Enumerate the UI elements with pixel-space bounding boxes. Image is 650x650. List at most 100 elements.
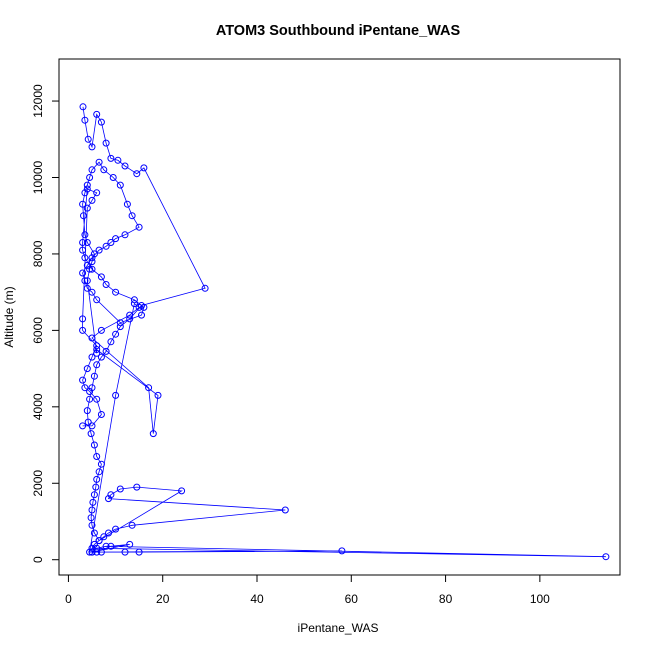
data-point bbox=[97, 353, 105, 361]
data-point bbox=[93, 296, 101, 304]
data-point bbox=[79, 326, 87, 334]
data-point bbox=[130, 300, 138, 308]
data-point bbox=[97, 273, 105, 281]
data-point bbox=[88, 258, 96, 266]
data-point bbox=[128, 521, 136, 529]
data-point bbox=[79, 103, 87, 111]
x-tick-label: 60 bbox=[345, 592, 359, 606]
data-point bbox=[79, 376, 87, 384]
data-point bbox=[86, 265, 94, 273]
data-point bbox=[107, 338, 115, 346]
y-axis-label: Altitude (m) bbox=[2, 286, 16, 347]
data-point bbox=[93, 349, 101, 357]
data-point bbox=[105, 495, 112, 503]
data-point bbox=[114, 156, 122, 164]
data-point bbox=[93, 346, 101, 353]
data-point bbox=[90, 372, 98, 380]
data-point bbox=[83, 261, 91, 269]
data-point bbox=[112, 288, 120, 296]
x-tick-label: 100 bbox=[530, 592, 550, 606]
data-point bbox=[105, 529, 112, 537]
data-point bbox=[281, 506, 289, 514]
data-point bbox=[83, 277, 91, 285]
data-point bbox=[84, 135, 92, 143]
data-point bbox=[135, 548, 143, 556]
chart-title: ATOM3 Southbound iPentane_WAS bbox=[216, 23, 461, 39]
data-point bbox=[95, 468, 103, 476]
data-point bbox=[79, 200, 87, 208]
data-point bbox=[140, 303, 148, 311]
data-point bbox=[93, 189, 101, 197]
data-point bbox=[97, 460, 105, 468]
data-point bbox=[93, 544, 101, 552]
data-point bbox=[128, 212, 136, 220]
data-points-group bbox=[79, 103, 610, 561]
y-tick-label: 6000 bbox=[31, 317, 45, 344]
data-point bbox=[93, 475, 101, 483]
data-point bbox=[88, 196, 96, 204]
y-tick-label: 12000 bbox=[31, 84, 45, 118]
x-axis: 0 20 40 60 80 100 bbox=[65, 574, 550, 606]
data-point bbox=[102, 242, 110, 250]
data-point bbox=[130, 296, 138, 304]
data-point bbox=[102, 139, 110, 147]
data-point bbox=[81, 254, 89, 262]
y-tick-label: 2000 bbox=[31, 470, 45, 497]
data-point bbox=[135, 303, 143, 311]
data-point bbox=[87, 430, 95, 438]
data-point bbox=[135, 223, 143, 231]
data-point bbox=[121, 231, 129, 239]
data-point bbox=[121, 548, 129, 556]
data-point bbox=[145, 384, 153, 392]
x-tick-label: 40 bbox=[250, 592, 264, 606]
data-point bbox=[93, 548, 101, 556]
data-point bbox=[116, 323, 124, 331]
data-point bbox=[88, 254, 96, 262]
data-point bbox=[79, 422, 87, 430]
data-point bbox=[97, 411, 105, 418]
data-point bbox=[84, 418, 92, 426]
data-point bbox=[126, 311, 134, 319]
y-tick-label: 10000 bbox=[31, 160, 45, 194]
data-point bbox=[133, 483, 141, 491]
data-point bbox=[83, 365, 91, 373]
data-point bbox=[81, 384, 89, 392]
data-point bbox=[112, 525, 120, 533]
data-point bbox=[116, 319, 124, 327]
data-point bbox=[83, 239, 91, 246]
data-point bbox=[121, 162, 129, 170]
data-point bbox=[107, 154, 115, 162]
data-point bbox=[88, 422, 96, 430]
series-line-group bbox=[82, 106, 606, 558]
data-point bbox=[201, 284, 209, 292]
data-point bbox=[83, 185, 91, 193]
data-point bbox=[89, 498, 97, 506]
data-point bbox=[138, 311, 145, 319]
data-point bbox=[93, 395, 101, 403]
data-point bbox=[88, 143, 96, 151]
data-point bbox=[116, 485, 124, 493]
data-point bbox=[80, 212, 87, 220]
data-point bbox=[133, 170, 141, 178]
data-point bbox=[88, 506, 96, 514]
data-point bbox=[83, 284, 91, 292]
data-point bbox=[83, 204, 91, 212]
data-point bbox=[102, 281, 110, 288]
data-point bbox=[88, 548, 96, 556]
data-point bbox=[81, 116, 89, 124]
data-point bbox=[102, 542, 110, 550]
data-point bbox=[88, 334, 96, 342]
data-point bbox=[79, 315, 87, 323]
y-axis: 0 2000 4000 6000 8000 10000 12000 bbox=[31, 84, 60, 563]
data-point bbox=[90, 441, 98, 449]
data-point bbox=[97, 548, 105, 556]
data-point bbox=[178, 487, 186, 495]
data-point bbox=[81, 277, 89, 285]
data-point bbox=[88, 384, 96, 392]
data-point bbox=[88, 288, 96, 296]
y-tick-label: 0 bbox=[31, 556, 45, 563]
data-point bbox=[79, 246, 87, 254]
data-point bbox=[79, 269, 87, 277]
data-point bbox=[112, 330, 120, 338]
